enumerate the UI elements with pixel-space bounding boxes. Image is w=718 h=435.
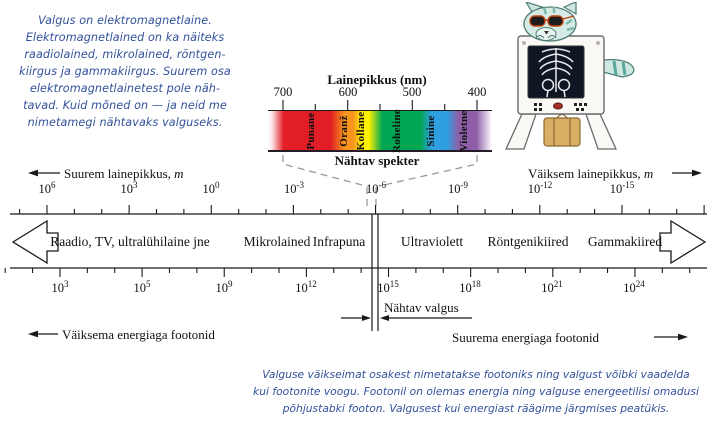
intro-line: raadiolained, mikrolained, röntgen- — [24, 48, 226, 61]
axis-ticks — [4, 100, 705, 277]
color-label-red: Punane — [305, 111, 317, 150]
spectrum-tick-label: 700 — [273, 85, 293, 99]
longer-wavelength-text: Suurem lainepikkus, — [64, 166, 171, 181]
intro-note: Valgus on elektromagnetlaine. Elektromag… — [8, 12, 242, 131]
intro-line: kiirgus ja gammakiirgus. Suurem osa — [19, 65, 231, 78]
longer-wavelength-label: Suurem lainepikkus, m — [64, 166, 184, 182]
band-gamma: Gammakiired — [587, 234, 663, 249]
spectrum-tick-label: 500 — [402, 85, 422, 99]
color-label-blue: Sinine — [425, 114, 437, 147]
band-arrow-left — [11, 219, 59, 265]
shorter-wavelength-text: Väiksem lainepikkus, — [528, 166, 641, 181]
spectrum-title: Lainepikkus (nm) — [327, 72, 427, 87]
wavelength-unit: m — [174, 166, 184, 181]
band-microwave: Mikrolained — [243, 234, 311, 249]
band-ultraviolet: Ultraviolett — [400, 234, 464, 249]
color-label-green: Roheline — [391, 108, 403, 153]
frequency-tick: 1018 — [459, 279, 481, 296]
frequency-tick: 1012 — [295, 279, 317, 296]
wavelength-tick: 10-12 — [527, 180, 553, 197]
visible-spectrum-bar: Punane Oranž Kollane Roheline Sinine Vio… — [268, 108, 492, 153]
color-label-violet: Violetne — [458, 109, 470, 152]
intro-line: Valgus on elektromagnetlaine. — [38, 14, 212, 27]
band-radio: Raadio, TV, ultralühilaine jne — [50, 234, 210, 249]
xray-cat-illustration — [504, 2, 635, 150]
footer-line: põhjustabki footon. Valgusest kui energi… — [282, 402, 670, 415]
wavelength-tick: 10-3 — [284, 180, 304, 197]
color-label-orange: Oranž — [338, 114, 350, 147]
intro-line: Elektromagnetlained on ka näiteks — [25, 31, 225, 44]
wavelength-unit: m — [643, 166, 654, 181]
wavelength-tick: 10-15 — [609, 180, 635, 197]
arrowheads — [28, 169, 702, 341]
band-xray: Röntgenikiired — [487, 234, 569, 249]
footer-line: kui footonite voogu. Footonil on olemas … — [253, 385, 699, 398]
wavelength-tick: 103 — [120, 180, 138, 197]
wavelength-tick: 100 — [202, 180, 220, 197]
wavelength-tick: 106 — [38, 180, 56, 197]
footer-note: Valguse väikseimat osakest nimetatakse f… — [226, 366, 718, 417]
frequency-tick: 1024 — [623, 279, 645, 296]
frequency-tick: 1015 — [377, 279, 399, 296]
band-arrow-right — [659, 219, 707, 265]
higher-energy-photons-label: Suurema energiaga footonid — [452, 330, 600, 345]
band-infrared: Infrapuna — [312, 234, 366, 249]
color-label-yellow: Kollane — [355, 111, 367, 150]
shorter-wavelength-label: Väiksem lainepikkus, m — [528, 166, 653, 182]
lower-energy-photons-label: Väiksema energiaga footonid — [62, 327, 215, 342]
frequency-tick: 103 — [51, 279, 69, 296]
frequency-tick: 105 — [133, 279, 151, 296]
footer-line: Valguse väikseimat osakest nimetatakse f… — [262, 368, 690, 381]
visible-spectrum-caption: Nähtav spekter — [334, 153, 420, 168]
frequency-tick: 109 — [215, 279, 233, 296]
intro-line: elektromagnetlainetest pole näh- — [29, 82, 221, 95]
visible-light-label: Nähtav valgus — [384, 300, 459, 315]
intro-line: tavad. Kuid mõned on — ja neid me — [23, 99, 227, 112]
frequency-tick: 1021 — [541, 279, 563, 296]
wavelength-tick: 10-9 — [448, 180, 468, 197]
spectrum-tick-label: 600 — [338, 85, 358, 99]
spectrum-tick-label: 400 — [467, 85, 487, 99]
wavelength-tick: 10-6 — [366, 180, 386, 197]
intro-line: nimetamegi nähtavaks valguseks. — [27, 116, 223, 129]
visible-spectrum-callout-dashes — [282, 155, 478, 210]
